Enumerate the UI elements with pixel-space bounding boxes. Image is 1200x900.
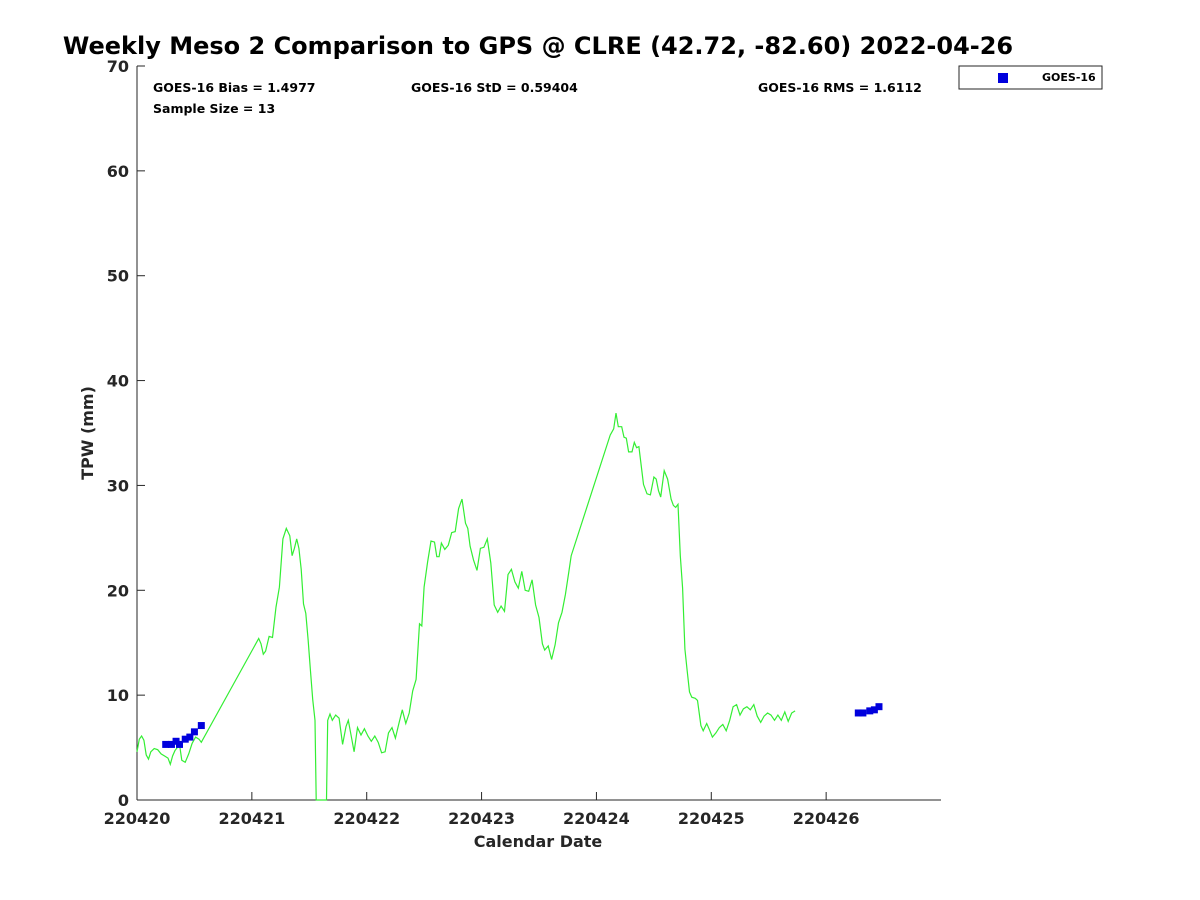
y-ticks: 0 10 20 30 40 50 60 70 xyxy=(107,57,145,810)
gps-tpw-line xyxy=(136,412,796,801)
legend: GOES-16 xyxy=(958,65,1103,90)
y-tick-label: 30 xyxy=(107,476,129,495)
goes-16-point xyxy=(870,706,878,714)
legend-box xyxy=(958,65,1103,90)
x-tick-label: 220423 xyxy=(448,809,515,828)
goes-16-point xyxy=(175,740,183,748)
y-tick-label: 40 xyxy=(107,372,129,391)
y-tick-label: 60 xyxy=(107,162,129,181)
goes-16-point xyxy=(854,709,862,717)
goes-16-point xyxy=(866,707,874,715)
goes-16-point xyxy=(162,740,170,748)
goes-16-point xyxy=(875,703,883,711)
rms-stat: GOES-16 RMS = 1.6112 xyxy=(758,80,922,95)
legend-marker xyxy=(998,73,1008,83)
y-tick-label: 50 xyxy=(107,267,129,286)
chart-title: Weekly Meso 2 Comparison to GPS @ CLRE (… xyxy=(63,32,1013,60)
goes-16-points xyxy=(162,703,883,748)
goes-16-point xyxy=(197,722,205,730)
y-tick-label: 70 xyxy=(107,57,129,76)
y-tick-label: 0 xyxy=(118,791,129,810)
sample-size-stat: Sample Size = 13 xyxy=(153,101,275,116)
goes-16-point xyxy=(190,728,198,736)
std-stat: GOES-16 StD = 0.59404 xyxy=(411,80,578,95)
bias-stat: GOES-16 Bias = 1.4977 xyxy=(153,80,315,95)
y-axis-label: TPW (mm) xyxy=(78,386,97,480)
x-tick-label: 220426 xyxy=(793,809,860,828)
goes-16-point xyxy=(181,735,189,743)
x-tick-label: 220425 xyxy=(678,809,745,828)
y-tick-label: 10 xyxy=(107,686,129,705)
plot-background xyxy=(137,66,941,800)
x-tick-label: 220422 xyxy=(333,809,400,828)
y-tick-label: 20 xyxy=(107,581,129,600)
plot-area: 0 10 20 30 40 50 60 70 220420 220421 220422 220423… xyxy=(104,57,941,828)
goes-16-point xyxy=(167,740,175,748)
goes-16-point xyxy=(186,733,194,741)
goes-16-point xyxy=(859,709,867,717)
x-tick-label: 220424 xyxy=(563,809,630,828)
x-tick-label: 220421 xyxy=(218,809,285,828)
legend-label: GOES-16 xyxy=(1042,71,1096,84)
x-ticks: 220420 220421 220422 220423 220424 220425 2204… xyxy=(104,792,860,828)
x-tick-label: 220420 xyxy=(104,809,171,828)
x-axis-label: Calendar Date xyxy=(474,832,603,851)
